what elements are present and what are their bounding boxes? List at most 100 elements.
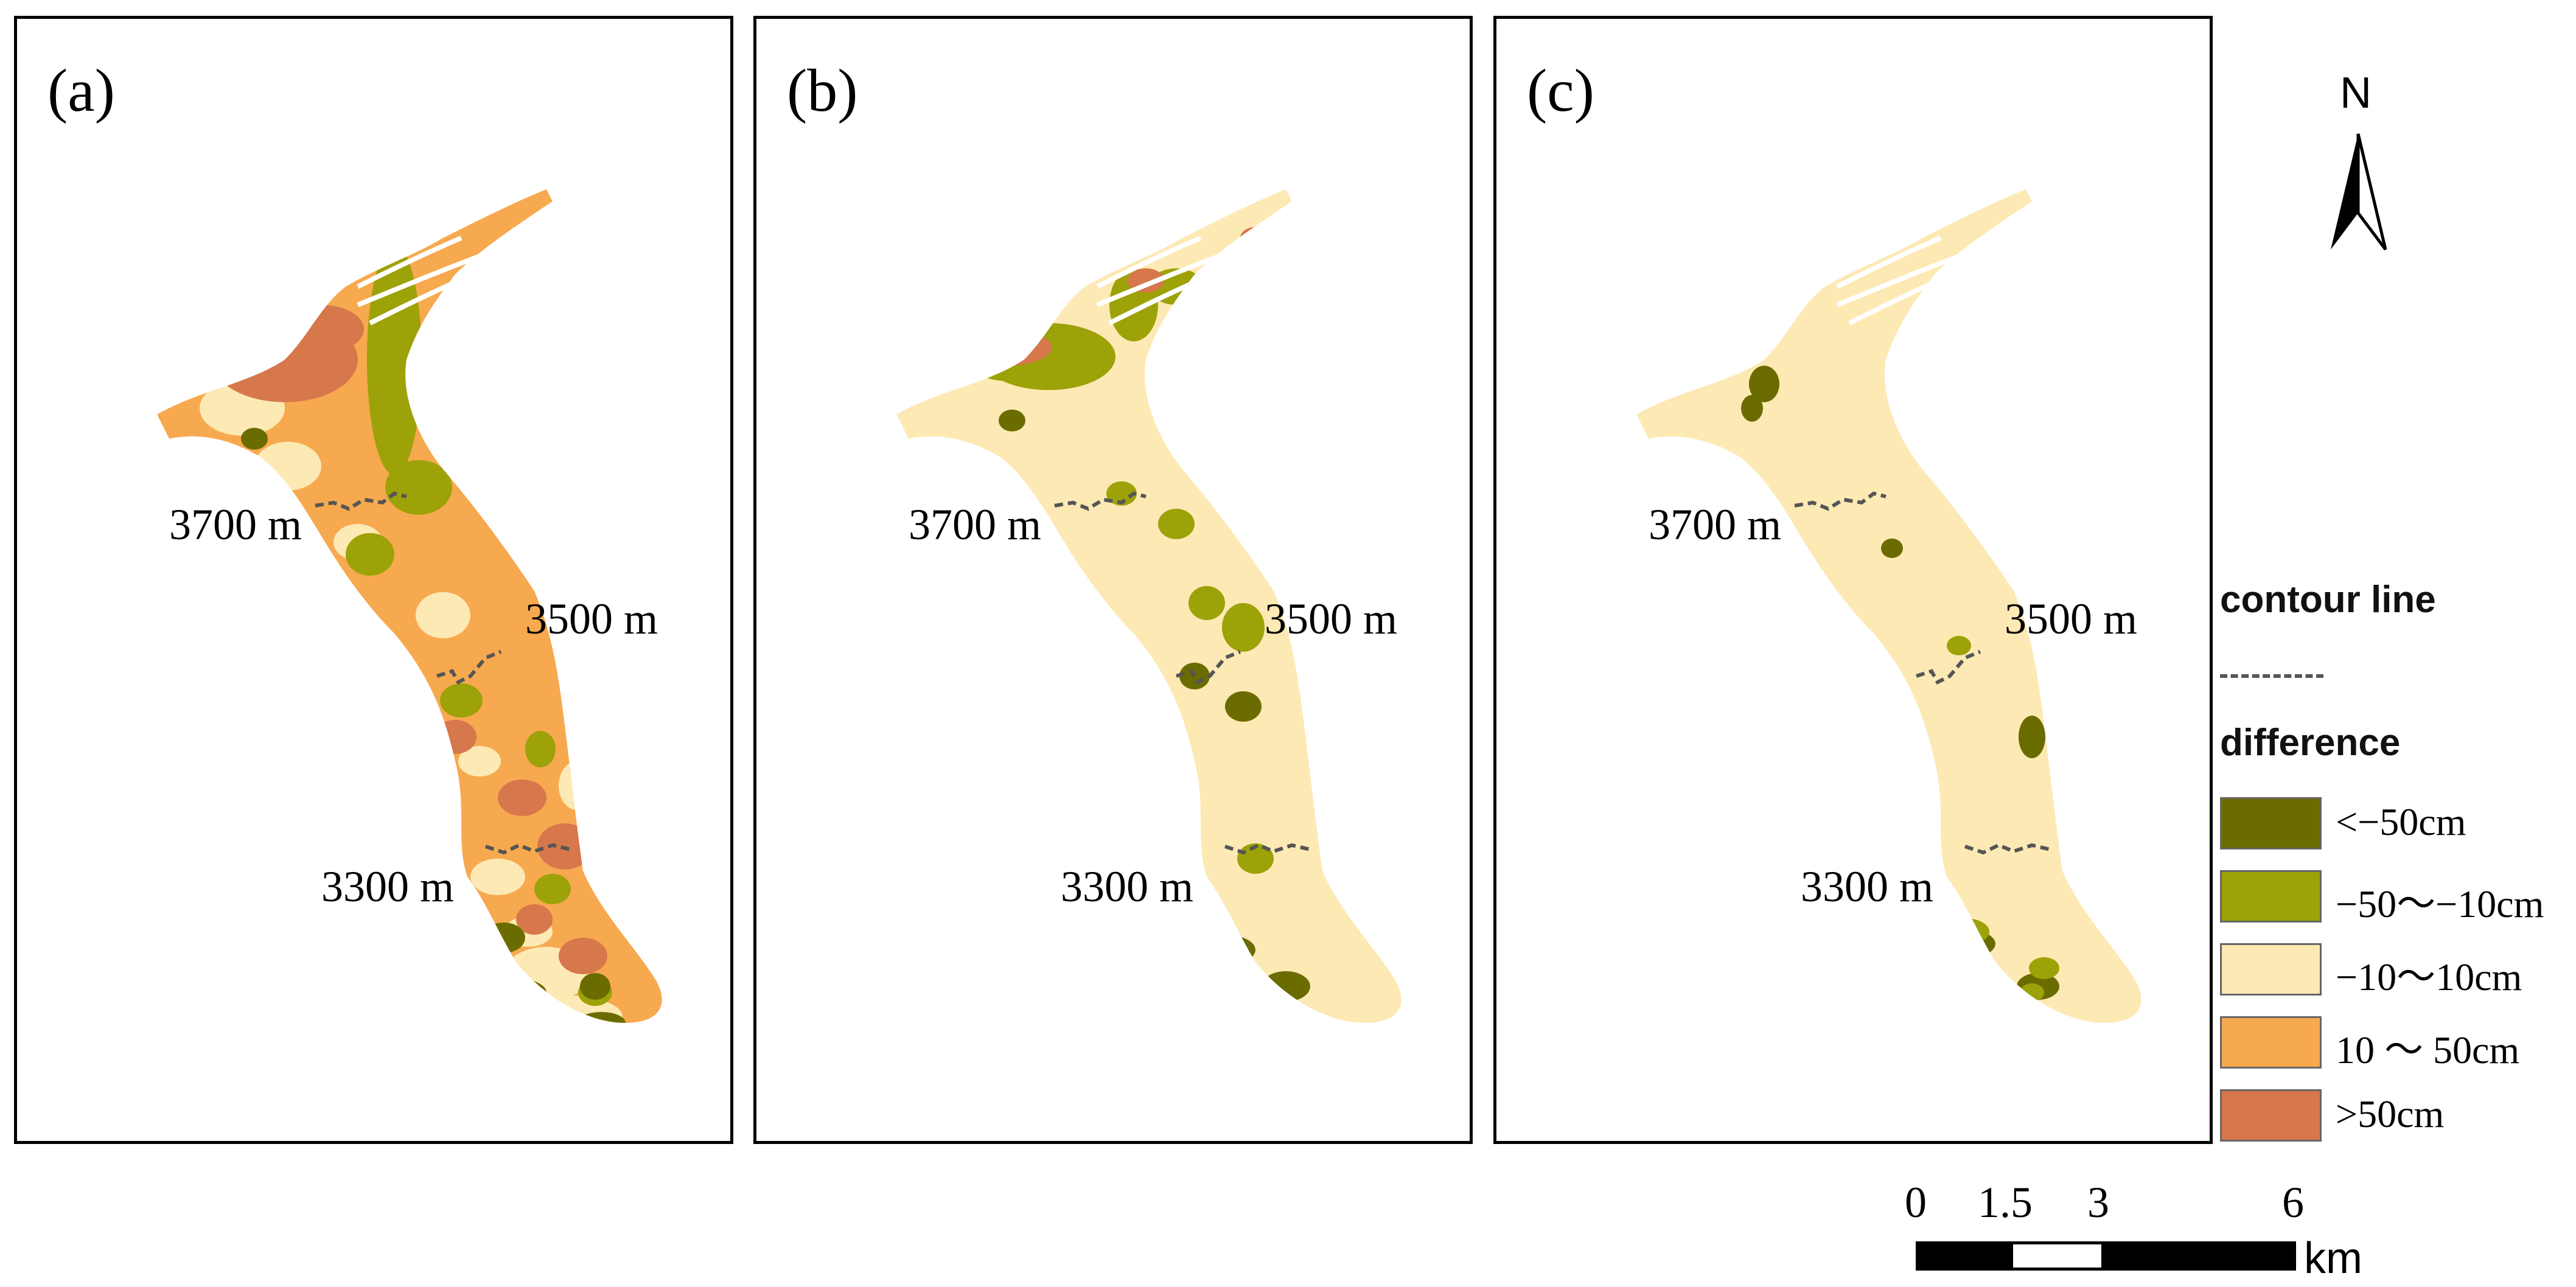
difference-patch bbox=[534, 874, 571, 904]
difference-patch bbox=[1262, 971, 1310, 1002]
scale-segment-3 bbox=[2104, 1241, 2296, 1271]
north-arrow-right-half bbox=[2356, 133, 2387, 251]
difference-patch bbox=[241, 428, 268, 450]
north-arrow-icon bbox=[2331, 133, 2387, 251]
map-panel-a: (a) 3700 m 3500 m 3300 m bbox=[14, 16, 733, 1144]
legend-swatch bbox=[2220, 1016, 2322, 1069]
panel-label-c: (c) bbox=[1527, 57, 1594, 124]
difference-patch bbox=[1962, 868, 2029, 923]
crevasse-streak bbox=[1096, 235, 1202, 289]
difference-patch bbox=[2019, 716, 2045, 758]
difference-patch bbox=[2029, 957, 2059, 979]
contour-line bbox=[315, 491, 407, 511]
glacier-map-b bbox=[896, 189, 1401, 1023]
contour-line bbox=[1916, 650, 1981, 685]
scale-tick-0: 0 bbox=[1905, 1178, 1927, 1227]
scale-tick-6: 6 bbox=[2282, 1178, 2304, 1227]
contour-label-3700: 3700 m bbox=[169, 500, 302, 549]
difference-patch bbox=[1852, 591, 1932, 652]
difference-patch bbox=[577, 1012, 626, 1023]
difference-patch bbox=[483, 923, 525, 953]
scale-segment-2 bbox=[2010, 1241, 2104, 1271]
panel-label-b: (b) bbox=[787, 57, 858, 124]
difference-patch bbox=[303, 582, 340, 612]
difference-patch bbox=[458, 746, 501, 776]
difference-patch bbox=[525, 731, 556, 767]
difference-patch bbox=[999, 410, 1025, 431]
difference-patch bbox=[1947, 1008, 2056, 1023]
legend-contour-title: contour line bbox=[2220, 579, 2436, 621]
difference-patch bbox=[1881, 539, 1903, 558]
legend-difference-title: difference bbox=[2220, 722, 2401, 764]
difference-patch bbox=[516, 904, 553, 935]
map-panel-b: (b) 3700 m 3500 m 3300 m bbox=[753, 16, 1473, 1144]
difference-patch bbox=[1213, 1008, 1322, 1023]
contour-line bbox=[485, 843, 571, 855]
contour-line bbox=[1224, 843, 1311, 855]
legend-item-gt50: >50cm bbox=[2220, 1089, 2561, 1142]
difference-patch bbox=[1082, 598, 1137, 644]
difference-patch bbox=[1009, 457, 1076, 506]
legend-label: −50～−10cm bbox=[2336, 882, 2544, 926]
difference-patch bbox=[434, 720, 476, 754]
difference-patch bbox=[279, 305, 364, 354]
difference-patch bbox=[1998, 795, 2065, 849]
difference-patch bbox=[1225, 691, 1262, 722]
difference-patch bbox=[1941, 769, 1977, 803]
difference-patch bbox=[1240, 227, 1271, 249]
legend-item-lt-minus50: <−50cm bbox=[2220, 797, 2561, 849]
contour-label-3500: 3500 m bbox=[2005, 595, 2138, 643]
crevasse-streak bbox=[1836, 254, 1960, 307]
contour-line bbox=[1964, 843, 2051, 855]
contour-label-3700: 3700 m bbox=[1649, 500, 1782, 549]
scale-segment-1 bbox=[1916, 1241, 2010, 1271]
contour-label-3700: 3700 m bbox=[909, 500, 1042, 549]
legend-label: 10 ～ 50cm bbox=[2336, 1028, 2520, 1072]
difference-patch bbox=[1935, 649, 2008, 703]
difference-patch bbox=[1103, 551, 1140, 582]
legend-item-minus50-minus10: −50～−10cm bbox=[2220, 870, 2561, 926]
difference-patch bbox=[1222, 603, 1265, 652]
difference-patch bbox=[461, 265, 498, 296]
difference-patch bbox=[385, 460, 452, 515]
north-arrow-left-half bbox=[2331, 134, 2358, 249]
scale-bar: 0 1.5 3 6 km bbox=[1905, 1177, 2574, 1287]
contour-label-3500: 3500 m bbox=[525, 595, 658, 643]
difference-patch bbox=[1237, 843, 1274, 874]
crevasse-streak bbox=[1096, 254, 1220, 307]
crevasse-streak bbox=[357, 235, 462, 289]
map-panel-c: (c) 3700 m 3500 m 3300 m bbox=[1493, 16, 2213, 1144]
scale-tick-1-5: 1.5 bbox=[1978, 1178, 2033, 1227]
difference-patch bbox=[2092, 1032, 2118, 1050]
difference-patch bbox=[1901, 702, 1944, 736]
difference-patch bbox=[1170, 783, 1219, 825]
difference-patch bbox=[1234, 664, 1277, 700]
difference-patch bbox=[1189, 586, 1225, 620]
scale-tick-3: 3 bbox=[2087, 1178, 2109, 1227]
difference-patch bbox=[1106, 481, 1137, 506]
panel-label-a: (a) bbox=[47, 57, 115, 124]
contour-line bbox=[1176, 650, 1241, 685]
legend-contour-line-sample bbox=[2220, 674, 2323, 678]
difference-patch bbox=[254, 442, 321, 490]
difference-patch bbox=[1741, 395, 1763, 422]
contour-label-3300: 3300 m bbox=[321, 862, 455, 911]
difference-patch bbox=[2020, 983, 2044, 1002]
contour-line bbox=[1054, 491, 1147, 511]
difference-patch bbox=[559, 761, 595, 810]
difference-patch bbox=[1670, 384, 1761, 445]
crevasse-streak bbox=[1836, 235, 1942, 289]
difference-patch bbox=[1210, 722, 1277, 776]
difference-patch bbox=[1801, 527, 1874, 582]
difference-patch bbox=[580, 973, 610, 1000]
difference-patch bbox=[470, 859, 525, 895]
difference-patch bbox=[473, 977, 546, 1008]
legend-label: <−50cm bbox=[2336, 800, 2466, 843]
legend-item-10-50: 10 ～ 50cm bbox=[2220, 1016, 2561, 1072]
contour-label-3500: 3500 m bbox=[1265, 595, 1398, 643]
legend-item-minus10-10: −10～10cm bbox=[2220, 943, 2561, 999]
legend-swatch bbox=[2220, 943, 2322, 996]
difference-patch bbox=[416, 592, 470, 638]
difference-patch bbox=[440, 683, 483, 717]
difference-patch bbox=[371, 693, 405, 720]
